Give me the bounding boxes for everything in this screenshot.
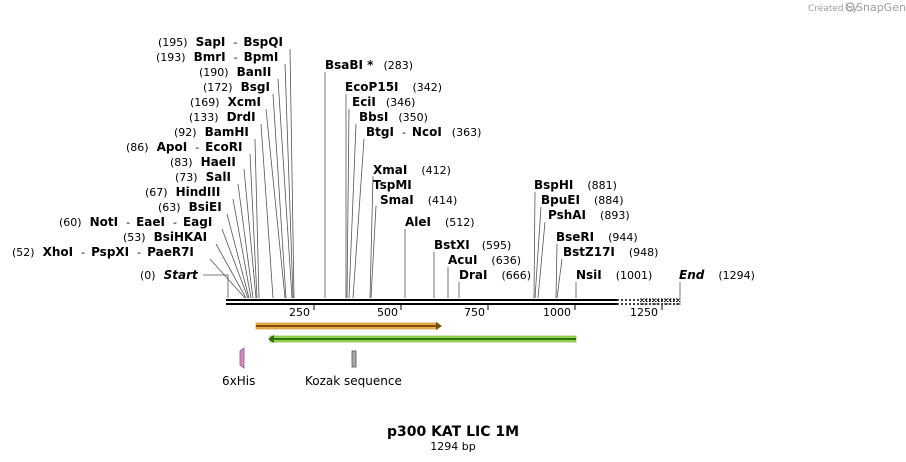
leader-line-bamhi	[254, 138, 260, 299]
site-label-sapi[interactable]: (195) SapI - BspQI	[158, 35, 283, 49]
site-label-pshai[interactable]: PshAI (893)	[548, 208, 630, 222]
tick-label-750: 750	[464, 306, 485, 319]
site-label-bseri[interactable]: BseRI (944)	[556, 230, 638, 244]
site-label-drdi[interactable]: (133) DrdI	[189, 110, 256, 124]
tick-label-1000: 1000	[543, 306, 571, 319]
site-label-bstz17i[interactable]: BstZ17I (948)	[563, 245, 658, 259]
site-label-drai[interactable]: DraI (666)	[459, 268, 531, 282]
site-label-nsii[interactable]: NsiI (1001)	[576, 268, 652, 282]
site-label-apoi[interactable]: (86) ApoI - EcoRI	[126, 140, 242, 154]
leader-line-bsihkai	[215, 243, 247, 299]
leader-line-start	[203, 274, 229, 298]
site-label-bsabi[interactable]: BsaBI * (283)	[325, 58, 413, 72]
backbone-hatched-end	[617, 298, 681, 305]
site-label-bsihkai[interactable]: (53) BsiHKAI	[123, 230, 207, 244]
site-label-bsgi[interactable]: (172) BsgI	[203, 80, 270, 94]
leader-line-bsphi	[533, 191, 536, 299]
leader-line-bstz17i	[556, 258, 563, 299]
site-label-bpuei[interactable]: BpuEI (884)	[541, 193, 624, 207]
site-label-banii[interactable]: (190) BanII	[199, 65, 271, 79]
leader-line-sali	[237, 183, 254, 299]
site-label-smai[interactable]: SmaI (414)	[380, 193, 457, 207]
site-label-acui[interactable]: AcuI (636)	[448, 253, 521, 267]
leader-line-noti	[221, 228, 249, 299]
leader-line-ecii	[346, 108, 350, 299]
leader-line-haeii	[243, 168, 257, 299]
green-feature-arrow[interactable]	[268, 335, 577, 343]
site-label-bsiei[interactable]: (63) BsiEI	[158, 200, 222, 214]
site-label-tspmi[interactable]: TspMI	[373, 178, 412, 192]
site-label-bstxi[interactable]: BstXI (595)	[434, 238, 511, 252]
kozak-sequence-label: Kozak sequence	[305, 374, 402, 388]
leader-line-xcmi	[265, 108, 286, 299]
leader-line-bseri	[555, 243, 558, 299]
tick-label-500: 500	[377, 306, 398, 319]
site-label-end[interactable]: End (1294)	[679, 268, 755, 282]
leader-line-apoi	[249, 153, 258, 299]
created-by-text: Created by	[808, 4, 858, 14]
map-title: p300 KAT LIC 1M	[387, 424, 519, 440]
leader-line-bpuei	[534, 206, 542, 299]
tick-label-1250: 1250	[630, 306, 658, 319]
his-tag-label: 6xHis	[222, 374, 255, 388]
leader-line-xhoi	[209, 258, 246, 299]
leader-line-bsgi	[272, 93, 287, 299]
site-label-bsphi[interactable]: BspHI (881)	[534, 178, 617, 192]
tick-label-250: 250	[289, 306, 310, 319]
ruler-ticks	[313, 305, 663, 310]
leader-line-sapi	[289, 48, 295, 299]
leader-line-pshai	[537, 221, 546, 299]
site-label-ecii[interactable]: EciI (346)	[352, 95, 415, 109]
orange-feature-arrow[interactable]	[255, 322, 442, 330]
site-label-bamhi[interactable]: (92) BamHI	[174, 125, 249, 139]
leader-line-hindiii	[232, 198, 252, 299]
leader-line-bbsi	[348, 123, 357, 299]
leader-line-bsiei	[226, 213, 250, 299]
snapgene-logo-icon	[845, 2, 855, 12]
site-label-haeii[interactable]: (83) HaeII	[170, 155, 236, 169]
site-label-ecop15i[interactable]: EcoP15I (342)	[345, 80, 442, 94]
leader-line-banii	[277, 78, 293, 299]
leader-line-bmri	[284, 63, 294, 299]
site-leader-lines	[203, 48, 681, 299]
leader-line-xmai	[369, 175, 374, 299]
site-label-hindiii[interactable]: (67) HindIII	[145, 185, 220, 199]
site-label-alei[interactable]: AleI (512)	[405, 215, 475, 229]
site-label-xmai[interactable]: XmaI (412)	[373, 163, 451, 177]
site-label-noti[interactable]: (60) NotI - EaeI - EagI	[59, 215, 212, 229]
site-label-btgi[interactable]: BtgI - NcoI (363)	[366, 125, 481, 139]
site-label-bmri[interactable]: (193) BmrI - BpmI	[156, 50, 278, 64]
site-label-xcmi[interactable]: (169) XcmI	[190, 95, 261, 109]
site-label-xhoi[interactable]: (52) XhoI - PspXI - PaeR7I	[12, 245, 194, 259]
leader-line-btgi	[352, 138, 365, 299]
leader-line-smai	[370, 205, 377, 299]
sequence-backbone[interactable]	[226, 298, 681, 305]
site-label-start[interactable]: (0) Start	[140, 268, 199, 282]
snapgene-brand: SnapGene	[856, 1, 906, 14]
map-length: 1294 bp	[430, 440, 475, 453]
leader-line-drdi	[260, 123, 274, 299]
his-tag-feature[interactable]	[239, 347, 245, 369]
kozak-sequence-feature[interactable]	[351, 350, 357, 368]
site-label-sali[interactable]: (73) SalI	[175, 170, 231, 184]
site-label-bbsi[interactable]: BbsI (350)	[359, 110, 428, 124]
